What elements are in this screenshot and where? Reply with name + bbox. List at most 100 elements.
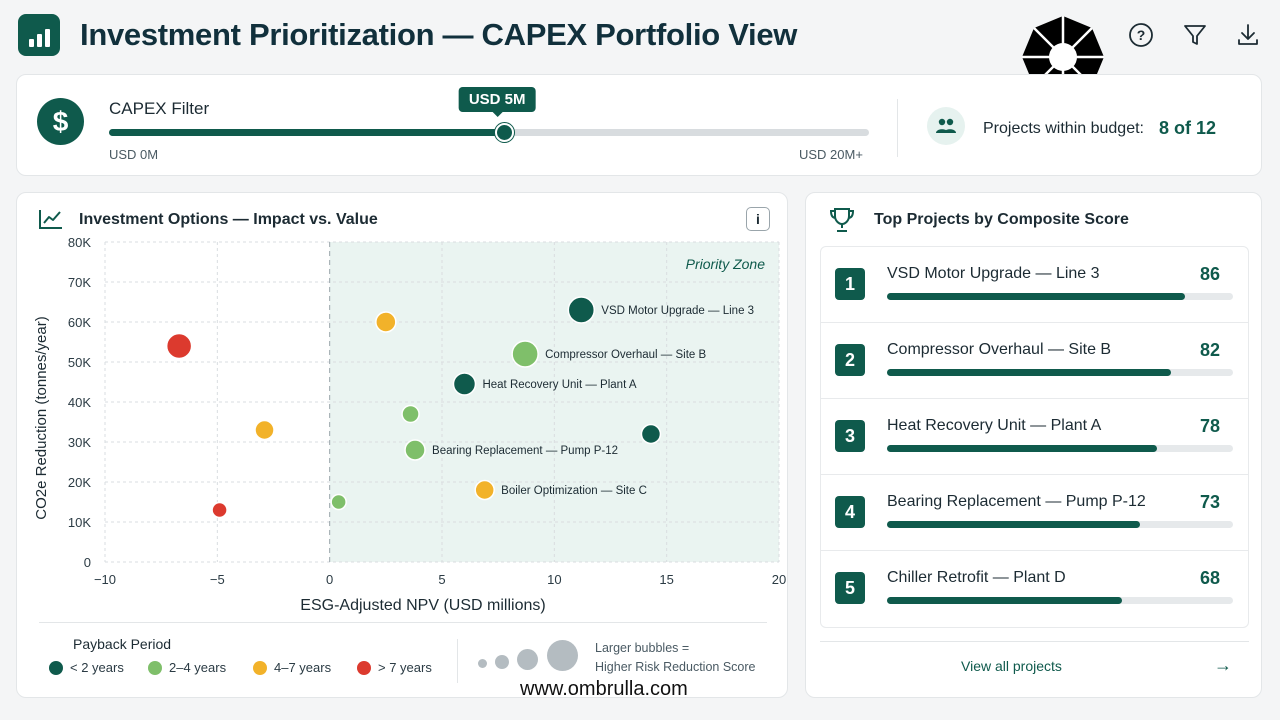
ranking-row[interactable]: 2 Compressor Overhaul — Site B 82 [821, 323, 1248, 399]
project-score: 78 [1199, 416, 1220, 436]
project-name: Heat Recovery Unit — Plant A [887, 417, 1102, 434]
ranking-list: 1 VSD Motor Upgrade — Line 3 86 2 Compre… [820, 246, 1249, 628]
y-tick-label: 0 [84, 555, 91, 570]
score-bar-fill [887, 597, 1123, 604]
legend-dot [357, 660, 371, 675]
score-bar [887, 293, 1233, 300]
data-point [452, 372, 477, 396]
y-tick-label: 40K [68, 395, 91, 410]
people-icon [927, 107, 965, 145]
data-point [254, 419, 275, 441]
data-point [165, 332, 193, 360]
size-legend-dot [495, 655, 509, 669]
ranking-row[interactable]: 1 VSD Motor Upgrade — Line 3 86 [821, 247, 1248, 323]
budget-label: Projects within budget: [983, 120, 1144, 137]
legend-item-4-7-years: 4–7 years [253, 660, 331, 675]
capex-slider-fill [109, 129, 505, 136]
data-point [404, 439, 426, 461]
filter-icon[interactable] [1180, 20, 1210, 50]
y-axis-label: CO2e Reduction (tonnes/year) [33, 316, 50, 519]
y-tick-label: 50K [68, 355, 91, 370]
divider [897, 99, 898, 157]
ranking-row[interactable]: 3 Heat Recovery Unit — Plant A 78 [821, 399, 1248, 475]
x-tick-label: 10 [547, 572, 561, 587]
score-bar-fill [887, 445, 1157, 452]
download-icon[interactable] [1233, 20, 1263, 50]
bar-chart-icon [18, 14, 60, 56]
project-name: Chiller Retrofit — Plant D [887, 569, 1066, 586]
legend-dot [49, 660, 63, 675]
rank-badge: 5 [835, 572, 865, 604]
ranking-row[interactable]: 4 Bearing Replacement — Pump P-12 73 [821, 475, 1248, 551]
x-tick-label: 20 [772, 572, 786, 587]
bubble-size-note-line1: Larger bubbles = [595, 641, 690, 655]
score-bar-fill [887, 293, 1185, 300]
legend-label: 4–7 years [274, 660, 332, 675]
scatter-chart: Priority Zone 0 10K 20K 30K 40K 50K 60K 70K 80K −1… [33, 235, 786, 614]
data-point [640, 423, 662, 445]
x-tick-label: 0 [326, 572, 333, 587]
y-tick-label: 80K [68, 235, 91, 250]
help-icon[interactable]: ? [1126, 20, 1156, 50]
project-name: Compressor Overhaul — Site B [887, 341, 1112, 358]
rank-badge: 4 [835, 496, 865, 528]
x-tick-label: −10 [94, 572, 116, 587]
ranking-row[interactable]: 5 Chiller Retrofit — Plant D 68 [821, 551, 1248, 627]
legend-title: Payback Period [73, 636, 172, 652]
watermark: www.ombrulla.com [520, 678, 688, 700]
legend-label: 2–4 years [169, 660, 227, 675]
project-score: 73 [1199, 492, 1220, 512]
data-point-label: VSD Motor Upgrade — Line 3 [601, 305, 754, 317]
top-projects-card: Top Projects by Composite Score 1 VSD Mo… [805, 192, 1262, 698]
bubble-size-note-line2: Higher Risk Reduction Score [595, 660, 756, 674]
data-point-label: Boiler Optimization — Site C [501, 485, 647, 497]
project-score: 68 [1199, 568, 1220, 588]
y-tick-label: 10K [68, 515, 91, 530]
data-point [330, 493, 347, 511]
capex-max-label: USD 20M+ [799, 147, 863, 162]
data-point [567, 296, 596, 324]
legend-label: < 2 years [70, 660, 124, 675]
y-tick-label: 70K [68, 275, 91, 290]
capex-filter-card: $ CAPEX Filter USD 5M USD 0M USD 20M+ Pr… [16, 74, 1262, 176]
capex-min-label: USD 0M [109, 147, 159, 162]
size-legend-dot [517, 649, 538, 670]
score-bar [887, 445, 1233, 452]
arrow-right-icon[interactable]: → [1214, 655, 1232, 675]
capex-slider[interactable]: USD 5M [109, 87, 869, 142]
size-legend-dot [478, 659, 487, 668]
x-tick-label: −5 [210, 572, 225, 587]
legend-dot [148, 660, 162, 675]
score-bar-fill [887, 521, 1140, 528]
data-point-label: Heat Recovery Unit — Plant A [482, 379, 636, 391]
divider [39, 622, 767, 623]
view-all-projects-link[interactable]: View all projects [961, 658, 1062, 674]
data-point [511, 340, 539, 368]
info-button[interactable]: i [746, 207, 770, 231]
capex-slider-handle[interactable]: USD 5M [458, 87, 536, 142]
x-tick-label: 15 [659, 572, 673, 587]
bubble-size-note: Larger bubbles = Higher Risk Reduction S… [595, 639, 756, 677]
legend-dot [253, 660, 267, 675]
header: Investment Prioritization — CAPEX Portfo… [0, 0, 1280, 98]
page-title: Investment Prioritization — CAPEX Portfo… [80, 17, 798, 52]
data-point [474, 479, 495, 501]
score-bar [887, 521, 1233, 528]
project-score: 86 [1199, 264, 1220, 284]
priority-zone-label: Priority Zone [686, 256, 766, 272]
dollar-icon: $ [37, 98, 84, 145]
divider [457, 639, 458, 683]
budget-value: 8 of 12 [1159, 118, 1217, 138]
project-name: Bearing Replacement — Pump P-12 [887, 493, 1146, 510]
size-legend-dot [547, 640, 578, 671]
capex-slider-value: USD 5M [458, 87, 536, 117]
legend-item-over-7-years: > 7 years [357, 660, 432, 675]
data-point [211, 501, 228, 519]
ranking-card-title: Top Projects by Composite Score [874, 211, 1129, 228]
rank-badge: 3 [835, 420, 865, 452]
score-bar [887, 597, 1233, 604]
data-point-label: Bearing Replacement — Pump P-12 [432, 445, 618, 457]
y-tick-label: 60K [68, 315, 91, 330]
score-bar [887, 369, 1233, 376]
y-tick-label: 20K [68, 475, 91, 490]
